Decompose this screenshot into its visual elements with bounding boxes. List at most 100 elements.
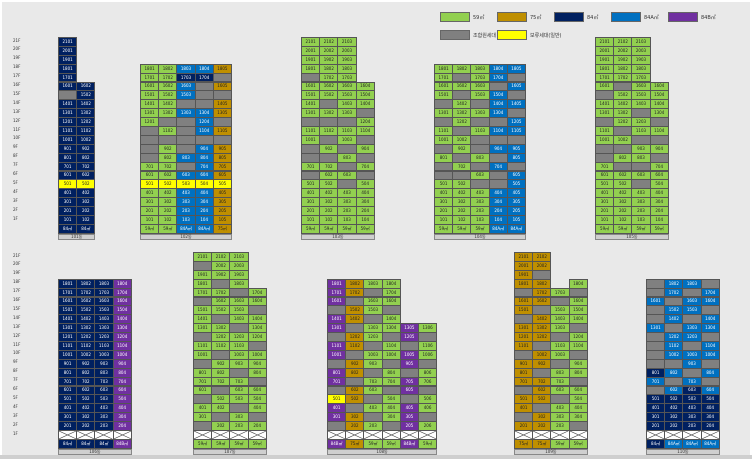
legend-label: 84㎡ — [587, 14, 599, 21]
floor-label: 21F — [13, 252, 21, 258]
unit-type-label: 59㎡ — [434, 223, 454, 234]
legend-swatch — [440, 30, 470, 40]
floor-label: 12F — [13, 117, 21, 123]
floor-label: 15F — [13, 90, 21, 96]
floor-label: 18F — [13, 64, 21, 70]
legend-swatch — [497, 30, 527, 40]
unit-type-label: 84B㎡ — [112, 438, 132, 449]
unit-type-label: 75㎡ — [345, 438, 365, 449]
unit-type-label: 59㎡ — [247, 438, 267, 449]
unit-type-label: 84㎡ — [58, 438, 78, 449]
unit-type-label: 84A㎡ — [682, 438, 702, 449]
unit-type-label: 59㎡ — [319, 223, 339, 234]
unit-type-label: 84㎡ — [646, 438, 666, 449]
floor-label: 15F — [13, 305, 21, 311]
unit-type-label: 59㎡ — [301, 223, 321, 234]
building-name-label: 108동 — [327, 448, 438, 455]
floor-label: 8F — [13, 368, 18, 374]
unit-type-label: 59㎡ — [381, 438, 401, 449]
floor-label: 14F — [13, 99, 21, 105]
unit-type-label: 59㎡ — [649, 223, 669, 234]
unit-type-label: 84A㎡ — [194, 223, 214, 234]
building-name-label: 102동 — [140, 233, 232, 240]
legend-swatch — [668, 12, 698, 22]
floor-label: 3F — [13, 412, 18, 418]
floor-label: 19F — [13, 270, 21, 276]
floor-label: 16F — [13, 82, 21, 87]
floor-label: 17F — [13, 73, 21, 79]
legend-item-75: 75㎡ — [497, 12, 541, 22]
legend-item-gray: 조합원세대 — [440, 30, 496, 40]
floor-label: 10F — [13, 350, 21, 356]
unit-type-label: 59㎡ — [337, 223, 357, 234]
floor-label: 8F — [13, 153, 18, 159]
unit-type-label: 59㎡ — [550, 438, 570, 449]
legend-item-84: 84㎡ — [554, 12, 598, 22]
horizontal-scrollbar[interactable] — [0, 455, 752, 459]
unit-type-label: 59㎡ — [193, 438, 213, 449]
floor-label: 6F — [13, 171, 18, 176]
unit-type-label: 59㎡ — [418, 438, 438, 449]
unit-type-label: 84㎡ — [76, 223, 96, 234]
building-name-label: 104동 — [434, 233, 526, 240]
floor-label: 11F — [13, 126, 21, 132]
floor-label: 14F — [13, 314, 21, 320]
floor-label: 3F — [13, 197, 18, 203]
floor-label: 6F — [13, 386, 18, 391]
floor-label: 12F — [13, 332, 21, 338]
unit-type-label: 59㎡ — [229, 438, 249, 449]
building-name-label: 106동 — [58, 448, 132, 455]
floor-label: 19F — [13, 55, 21, 61]
floor-label: 9F — [13, 359, 18, 365]
unit-type-label: 84A㎡ — [176, 223, 196, 234]
floor-label: 7F — [13, 162, 18, 168]
unit-type-label: 84㎡ — [76, 438, 96, 449]
legend-label: 보류세대(일반) — [530, 32, 562, 39]
floor-label: 16F — [13, 297, 21, 302]
unit-type-label: 75㎡ — [514, 438, 534, 449]
unit-type-label: 59㎡ — [613, 223, 633, 234]
legend-item-84a: 84A㎡ — [611, 12, 659, 22]
floor-label: 13F — [13, 323, 21, 329]
floor-label: 11F — [13, 341, 21, 347]
floor-label: 7F — [13, 377, 18, 383]
unit-type-label: 59㎡ — [363, 438, 383, 449]
floor-label: 1F — [13, 430, 18, 436]
legend-swatch — [440, 12, 470, 22]
unit-type-label: 84A㎡ — [664, 438, 684, 449]
legend-swatch — [497, 12, 527, 22]
floor-label: 5F — [13, 179, 18, 185]
building-name-label: 110동 — [646, 448, 720, 455]
unit-type-label: 59㎡ — [470, 223, 490, 234]
unit-type-label: 84㎡ — [58, 223, 78, 234]
unit-type-label: 59㎡ — [568, 438, 588, 449]
legend-label: 84B㎡ — [701, 14, 716, 21]
unit-type-label: 59㎡ — [355, 223, 375, 234]
legend-label: 59㎡ — [473, 14, 485, 21]
floor-label: 20F — [13, 261, 21, 267]
unit-type-label: 59㎡ — [158, 223, 178, 234]
legend-label: 조합원세대 — [473, 32, 497, 39]
unit-type-label: 59㎡ — [211, 438, 231, 449]
unit-type-label: 59㎡ — [452, 223, 472, 234]
floor-label: 2F — [13, 206, 18, 212]
unit-type-label: 75㎡ — [212, 223, 232, 234]
unit-type-label: 84A㎡ — [506, 223, 526, 234]
unit-type-label: 59㎡ — [140, 223, 160, 234]
legend-swatch — [611, 12, 641, 22]
floor-label: 17F — [13, 288, 21, 294]
floor-label: 20F — [13, 46, 21, 52]
floor-label: 9F — [13, 144, 18, 150]
building-name-label: 101동 — [58, 233, 96, 240]
building-name-label: 109동 — [514, 448, 588, 455]
building-name-label: 103동 — [301, 233, 375, 240]
legend-item-yellow: 보류세대(일반) — [497, 30, 562, 40]
unit-type-label: 84㎡ — [94, 438, 114, 449]
unit-type-label: 75㎡ — [532, 438, 552, 449]
unit-type-label: 84B㎡ — [327, 438, 347, 449]
unit-type-label: 59㎡ — [595, 223, 615, 234]
unit-type-label: 84A㎡ — [700, 438, 720, 449]
floor-label: 18F — [13, 279, 21, 285]
